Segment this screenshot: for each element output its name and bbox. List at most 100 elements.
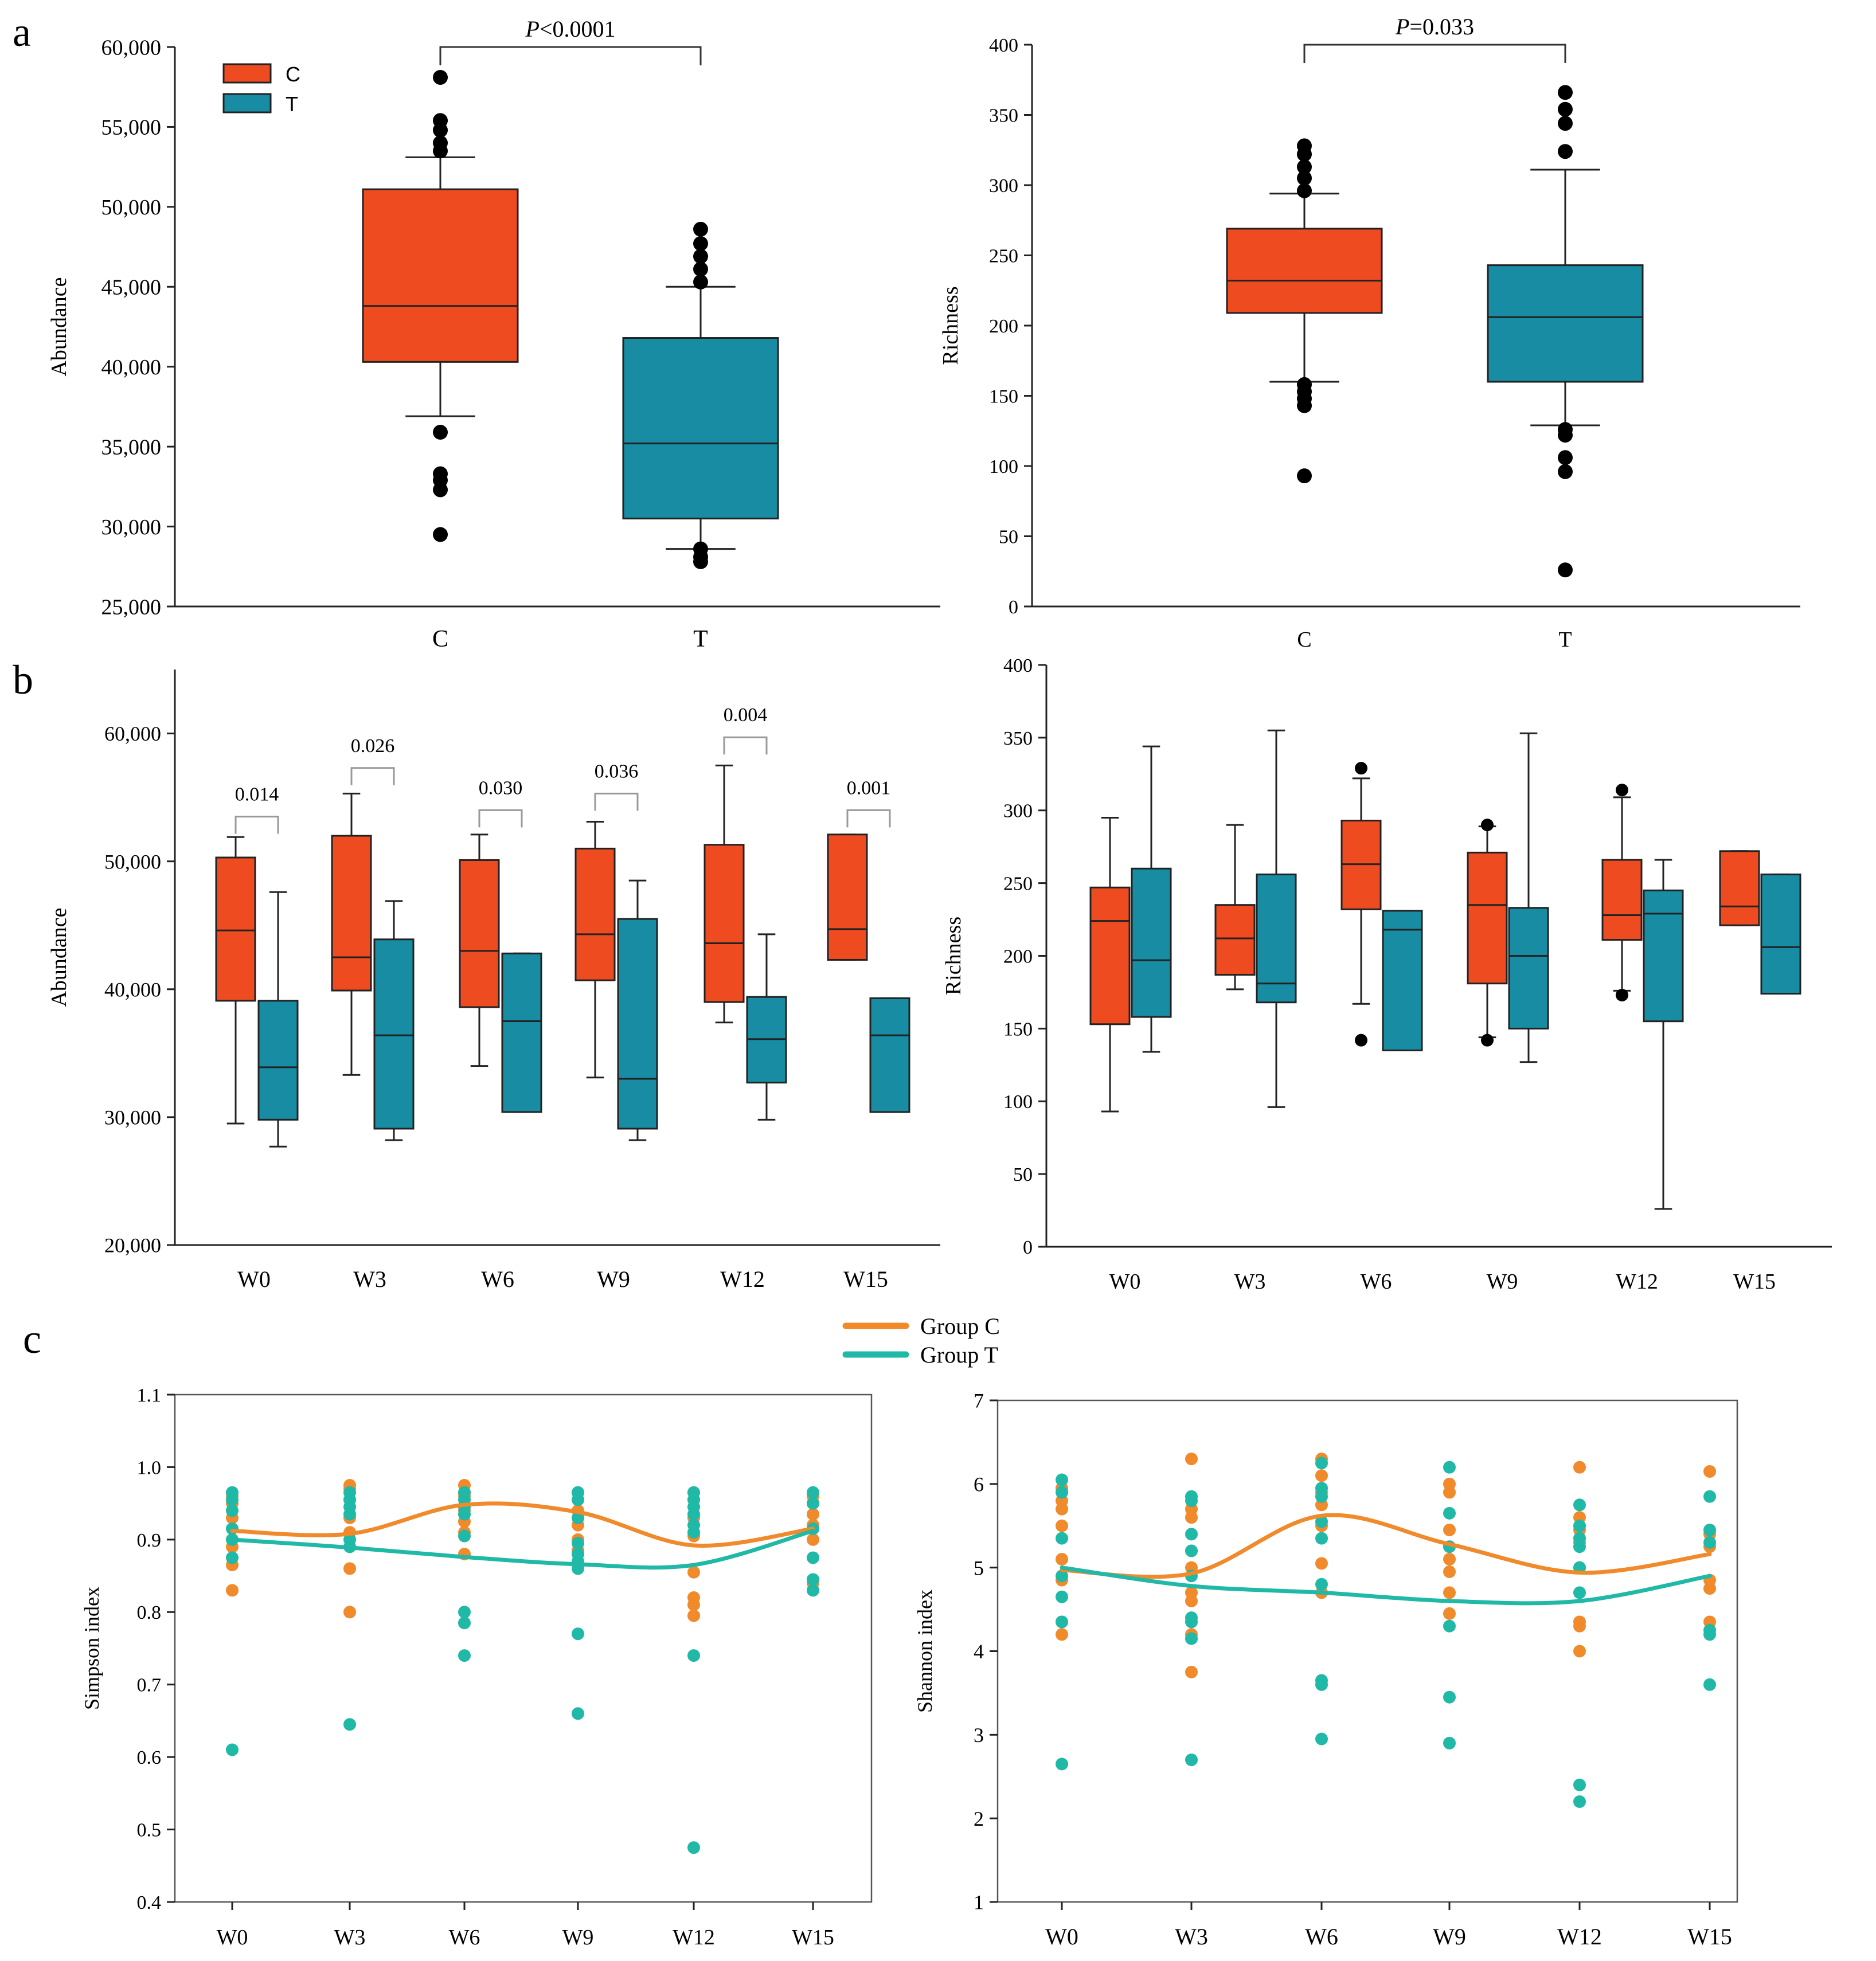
box-w6-t xyxy=(501,952,542,1113)
trend-line-group-c xyxy=(1060,1513,1712,1579)
outlier-point-w6-c xyxy=(1355,762,1367,775)
y-tick-label: 0.8 xyxy=(137,1602,162,1623)
outlier-point-t xyxy=(693,274,708,289)
y-axis-label: Abundance xyxy=(47,277,71,376)
data-point-group-t xyxy=(687,1841,700,1854)
outlier-point-t xyxy=(1558,85,1573,100)
data-point-group-t xyxy=(1185,1632,1198,1645)
box-w9-c xyxy=(574,847,616,981)
x-tick-label-w3: W3 xyxy=(353,1266,386,1292)
pvalue-label-w6: 0.030 xyxy=(479,777,523,799)
data-point-group-t xyxy=(458,1616,471,1630)
data-point-group-c xyxy=(1443,1553,1456,1566)
y-tick-label: 40,000 xyxy=(104,978,161,1001)
x-tick-label-w15: W15 xyxy=(792,1925,834,1950)
data-point-group-t xyxy=(458,1649,471,1662)
pvalue-italic-p: P xyxy=(1395,14,1409,40)
pvalue-rest: <0.0001 xyxy=(540,16,616,42)
data-point-group-t xyxy=(1703,1524,1716,1537)
y-tick-label: 5 xyxy=(974,1556,984,1579)
y-tick-label: 150 xyxy=(1003,1019,1033,1040)
x-tick-label-c: C xyxy=(1297,628,1311,652)
data-point-group-t xyxy=(1056,1532,1068,1545)
data-point-group-t xyxy=(807,1584,819,1597)
data-point-group-c xyxy=(1573,1645,1586,1658)
data-point-group-t xyxy=(458,1606,471,1619)
legend-label-group-t: Group T xyxy=(920,1342,998,1368)
x-tick-label-w12: W12 xyxy=(673,1925,715,1950)
y-tick-label: 400 xyxy=(989,35,1018,56)
data-point-group-t xyxy=(1443,1506,1456,1520)
box-w3-c xyxy=(331,835,372,992)
outlier-point-t xyxy=(1558,562,1573,578)
x-tick-label-w12: W12 xyxy=(720,1266,765,1292)
x-tick-label-w9: W9 xyxy=(1487,1270,1518,1294)
y-tick-label: 6 xyxy=(974,1473,984,1496)
data-point-group-t xyxy=(1315,1532,1328,1545)
data-point-group-t xyxy=(226,1493,239,1506)
y-tick-label: 7 xyxy=(974,1389,984,1412)
data-point-group-c xyxy=(1443,1486,1456,1499)
plot-frame xyxy=(174,1394,873,1903)
outlier-point-t xyxy=(1558,464,1573,479)
box-w0-t xyxy=(1131,867,1172,1018)
data-point-group-t xyxy=(1573,1540,1586,1553)
shannon-index-scatter: 1 2 3 4 5 6 7 W0 W3 W6 W9 W12 W15 Shannon index xyxy=(913,1389,1738,1950)
data-point-group-t xyxy=(1315,1678,1328,1691)
outlier-point-w12-c xyxy=(1616,784,1628,797)
x-tick-label-w6: W6 xyxy=(1361,1270,1392,1294)
y-tick-label: 50 xyxy=(1013,1164,1033,1185)
outlier-point-c xyxy=(1297,147,1312,162)
box-t xyxy=(1487,264,1644,383)
y-tick-label: 60,000 xyxy=(101,36,162,60)
box-w6-t xyxy=(1382,910,1423,1051)
outlier-point-w9-c xyxy=(1481,819,1494,832)
data-point-group-c xyxy=(807,1533,819,1546)
data-point-group-c xyxy=(687,1565,700,1579)
data-point-group-t xyxy=(1315,1578,1328,1591)
x-tick-label-w9: W9 xyxy=(597,1266,630,1292)
x-tick-label-w6: W6 xyxy=(481,1266,514,1292)
box-w15-c xyxy=(827,833,868,961)
data-point-group-t xyxy=(687,1649,700,1662)
significance-bracket xyxy=(1303,44,1566,63)
data-point-group-c xyxy=(343,1606,356,1619)
data-point-group-t xyxy=(1056,1486,1068,1499)
data-point-group-t xyxy=(807,1497,819,1510)
data-point-group-t xyxy=(1185,1494,1198,1507)
data-point-group-t xyxy=(458,1508,471,1521)
data-point-group-t xyxy=(1573,1778,1586,1791)
box-w0-c xyxy=(215,856,256,1002)
x-tick-label-w3: W3 xyxy=(1234,1270,1266,1294)
y-tick-label: 4 xyxy=(974,1640,984,1663)
y-tick-label: 1.0 xyxy=(137,1457,162,1478)
data-point-group-t xyxy=(1573,1498,1586,1512)
outlier-point-w9-c xyxy=(1481,1034,1494,1047)
box-w9-t xyxy=(617,918,658,1130)
x-tick-label-w9: W9 xyxy=(1433,1924,1466,1950)
data-point-group-t xyxy=(226,1743,239,1756)
box-t xyxy=(622,337,779,520)
data-point-group-c xyxy=(1315,1557,1328,1570)
outlier-point-c xyxy=(1297,170,1312,186)
legend-label-group-c: Group C xyxy=(920,1313,1000,1339)
data-point-group-t xyxy=(1056,1569,1068,1583)
data-point-group-t xyxy=(226,1551,239,1564)
box-w0-t xyxy=(257,1000,299,1121)
y-tick-label: 0 xyxy=(1009,597,1018,618)
y-tick-label: 25,000 xyxy=(101,595,162,619)
y-tick-label: 200 xyxy=(989,316,1018,337)
y-tick-label: 55,000 xyxy=(101,116,162,140)
y-axis-label: Shannon index xyxy=(913,1590,936,1713)
pvalue-bracket-w3 xyxy=(350,767,395,785)
trend-line-group-t xyxy=(230,1529,815,1570)
pvalue-bracket-w15 xyxy=(846,809,891,828)
y-tick-label: 1.1 xyxy=(137,1385,162,1406)
y-tick-label: 50,000 xyxy=(104,850,161,873)
y-tick-label: 250 xyxy=(989,245,1018,267)
box-w12-c xyxy=(704,844,745,1003)
data-point-group-t xyxy=(1185,1528,1198,1541)
data-point-group-c xyxy=(1056,1519,1068,1532)
box-c xyxy=(1226,228,1383,314)
